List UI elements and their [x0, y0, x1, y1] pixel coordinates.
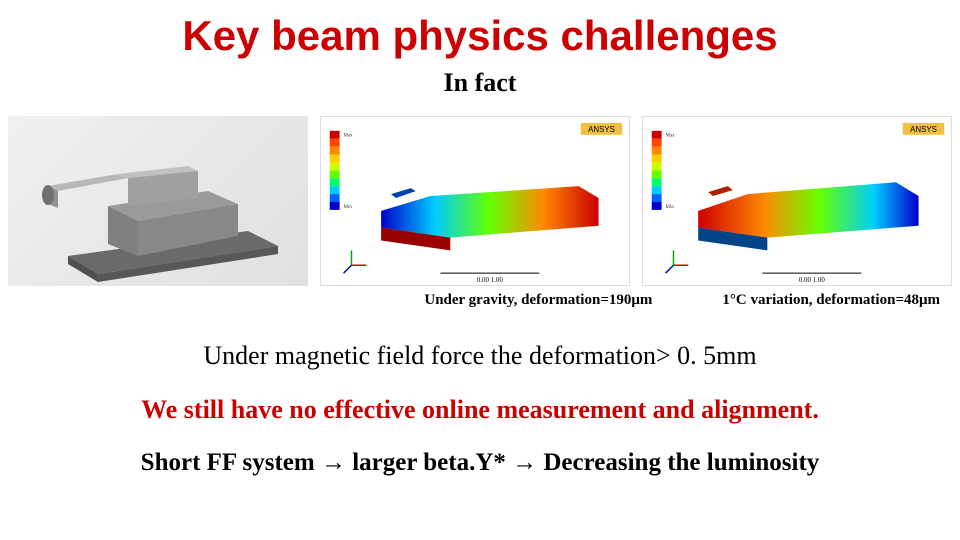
statement-magnetic: Under magnetic field force the deformati… [0, 341, 960, 371]
images-row: ANSYS Max Min [0, 98, 960, 286]
svg-text:ANSYS: ANSYS [588, 125, 615, 134]
svg-text:ANSYS: ANSYS [910, 125, 937, 134]
svg-text:Min: Min [666, 205, 675, 210]
captions-row: Under gravity, deformation=190μm 1°C var… [0, 286, 960, 309]
caption-gravity: Under gravity, deformation=190μm [424, 292, 652, 309]
gravity-sim-image: ANSYS Max Min [320, 116, 630, 286]
svg-text:Min: Min [344, 205, 353, 210]
svg-text:Max: Max [666, 134, 676, 139]
statement-alignment: We still have no effective online measur… [0, 395, 960, 425]
temperature-sim-image: ANSYS Max Min [642, 116, 952, 286]
svg-text:0.00 1.00: 0.00 1.00 [477, 277, 503, 284]
caption-temperature: 1°C variation, deformation=48μm [722, 292, 940, 309]
statement-ff: Short FF system → larger beta.Y* → Decre… [0, 449, 960, 477]
svg-text:Max: Max [344, 134, 354, 139]
slide-title: Key beam physics challenges [0, 0, 960, 60]
svg-text:0.00 1.00: 0.00 1.00 [799, 277, 825, 284]
slide-subtitle: In fact [0, 68, 960, 98]
cad-model-image [8, 116, 308, 286]
